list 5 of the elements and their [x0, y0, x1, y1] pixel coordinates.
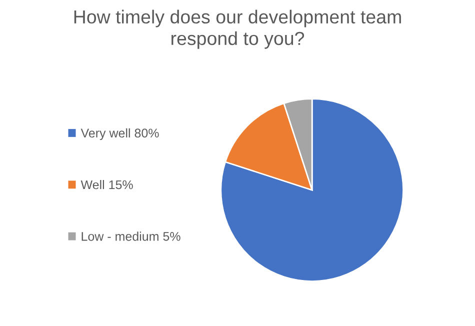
pie-slice	[220, 98, 404, 282]
legend-label: Low - medium 5%	[82, 232, 180, 241]
legend-label: Very well 80%	[80, 128, 159, 140]
legend-label: Well 15%	[80, 180, 133, 190]
chart-title: How timely does our development team respond to you?	[74, 10, 401, 49]
